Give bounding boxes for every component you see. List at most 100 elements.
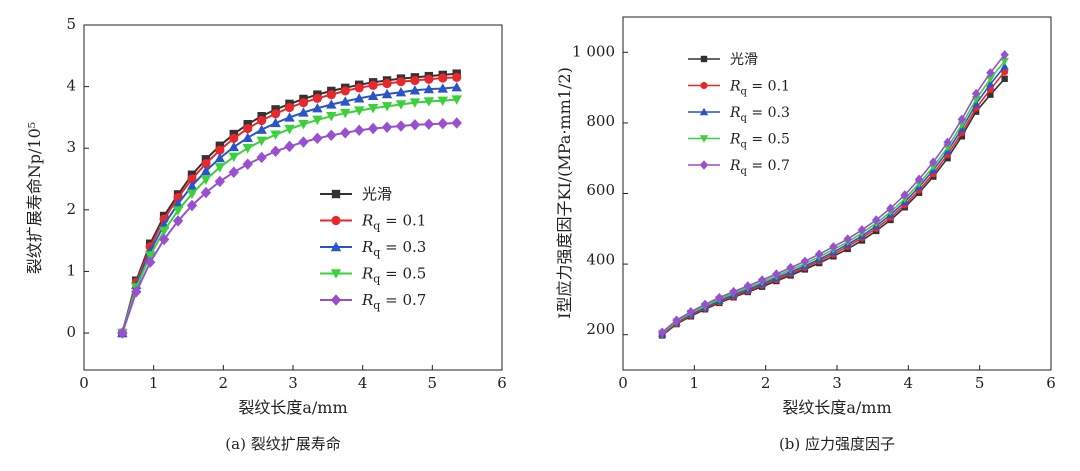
chart-b-series-2: [658, 62, 1009, 338]
chart-b-y-tick: 600: [586, 181, 615, 199]
chart-a-data-point: [200, 186, 212, 199]
chart-a-data-point: [381, 121, 393, 133]
chart-b-data-point: [800, 256, 810, 266]
chart-a-data-point: [395, 120, 407, 132]
chart-a-data-point: [312, 102, 323, 113]
chart-a-data-point: [270, 109, 281, 119]
chart-b-data-point: [1000, 57, 1009, 66]
chart-b-ticks: 0 1 2 3 4 5 6 200 400 600 800 1 000: [572, 42, 1056, 392]
chart-a-data-point: [256, 136, 267, 147]
chart-b-series: [658, 50, 1009, 339]
chart-b-legend-entry: Rq = 0.1: [688, 79, 790, 98]
chart-a-data-point: [200, 165, 212, 176]
chart-b-data-point: [658, 327, 667, 337]
chart-b-data-point: [672, 315, 681, 325]
chart-a-y-tick: 0: [66, 323, 76, 341]
chart-a-legend-entry: Rq = 0.7: [320, 291, 426, 312]
chart-a-data-point: [256, 124, 267, 134]
chart-a-x-tick: 4: [358, 374, 368, 392]
chart-b-data-point: [986, 68, 995, 78]
chart-a-y-tick: 1: [66, 261, 76, 279]
chart-b-legend-label: Rq = 0.5: [729, 132, 790, 151]
chart-a-data-point: [438, 73, 448, 83]
chart-a-series-4: [117, 117, 462, 339]
chart-a-data-point: [200, 175, 212, 185]
chart-a-data-point: [451, 95, 462, 105]
chart-b-x-tick: 6: [1046, 374, 1056, 392]
chart-a-data-point: [326, 111, 337, 122]
chart-b-data-point: [872, 215, 881, 225]
chart-a-legend-entry: Rq = 0.5: [320, 265, 426, 286]
chart-a-data-point: [186, 189, 198, 200]
chart-b-series-line: [661, 54, 1006, 333]
chart-b-legend-label: Rq = 0.1: [729, 79, 790, 98]
chart-b-series-3: [658, 57, 1009, 338]
chart-a-data-point: [410, 75, 420, 86]
chart-b-caption: (b) 应力强度因子: [779, 435, 895, 453]
chart-a: 0 1 2 3 4 5 6 0 1 2 3 4 5 光滑 Rq = 0.1 Rq =…: [25, 15, 507, 453]
chart-b-data-point: [1000, 50, 1009, 60]
chart-b-series-4: [658, 50, 1009, 337]
chart-a-y-tick: 2: [66, 200, 76, 218]
chart-a-data-point: [257, 115, 267, 126]
chart-a-data-point: [229, 133, 239, 143]
chart-a-data-point: [409, 119, 421, 131]
chart-b-series-1: [658, 68, 1009, 339]
chart-a-legend-marker: [330, 241, 342, 252]
chart-a-data-point: [172, 215, 184, 227]
chart-a-legend-label: Rq = 0.7: [361, 291, 426, 312]
chart-a-data-point: [215, 145, 225, 155]
chart-a-data-point: [353, 93, 365, 103]
chart-a-caption: (a) 裂纹扩展寿命: [225, 435, 340, 453]
chart-a-data-point: [172, 198, 184, 208]
chart-a-x-tick: 2: [219, 374, 229, 392]
chart-b-legend-entry: 光滑: [688, 51, 758, 68]
chart-b-legend-label: Rq = 0.7: [729, 158, 790, 177]
chart-a-data-point: [131, 286, 142, 298]
chart-a-data-point: [312, 93, 322, 103]
chart-a-data-point: [242, 144, 253, 154]
chart-a-legend-marker: [330, 269, 342, 279]
chart-b-x-tick: 3: [832, 374, 842, 392]
chart-a-data-point: [354, 83, 364, 93]
chart-a-data-point: [298, 107, 309, 117]
chart-b-y-tick: 400: [586, 251, 615, 269]
chart-a-legend-label: Rq = 0.3: [361, 238, 426, 259]
chart-a-data-point: [284, 124, 295, 135]
chart-a-data-point: [172, 206, 184, 216]
chart-a-data-point: [353, 124, 365, 137]
chart-a-data-point: [298, 136, 309, 148]
chart-b-legend-entry: Rq = 0.3: [688, 105, 790, 124]
chart-a-data-point: [423, 83, 435, 94]
chart-a-data-point: [187, 174, 197, 184]
chart-b-data-point: [814, 249, 824, 259]
chart-a-data-point: [409, 98, 421, 108]
chart-b-data-point: [957, 114, 967, 125]
chart-b-series-0: [659, 75, 1008, 339]
chart-a-data-point: [270, 130, 281, 140]
chart-a-data-point: [367, 103, 379, 114]
chart-a-data-point: [158, 233, 170, 246]
chart-b-y-tick: 200: [586, 320, 615, 338]
chart-a-data-point: [284, 140, 295, 153]
chart-b-x-tick: 5: [975, 374, 985, 392]
chart-a-data-point: [381, 102, 393, 112]
chart-b-data-point: [686, 307, 695, 317]
chart-a-data-point: [144, 251, 156, 261]
chart-a-legend-marker: [331, 215, 341, 226]
chart-b-data-point: [743, 281, 753, 291]
chart-a-data-point: [312, 115, 323, 126]
chart-a-x-tick: 0: [79, 374, 89, 392]
chart-b-y-tick: 800: [586, 112, 615, 130]
chart-a-legend: 光滑 Rq = 0.1 Rq = 0.3 Rq = 0.5 Rq = 0.7: [320, 185, 426, 312]
chart-a-data-point: [228, 166, 239, 178]
chart-a-legend-label: Rq = 0.1: [361, 212, 426, 233]
chart-a-y-tick: 3: [66, 138, 76, 156]
chart-a-data-point: [382, 78, 392, 89]
chart-a-data-point: [340, 127, 351, 139]
chart-b-x-axis-label: 裂纹长度a/mm: [782, 398, 891, 417]
chart-b-data-point: [971, 88, 981, 99]
chart-b-data-point: [986, 79, 995, 88]
chart-b-x-tick: 4: [904, 374, 914, 392]
chart-a-data-point: [368, 80, 378, 90]
